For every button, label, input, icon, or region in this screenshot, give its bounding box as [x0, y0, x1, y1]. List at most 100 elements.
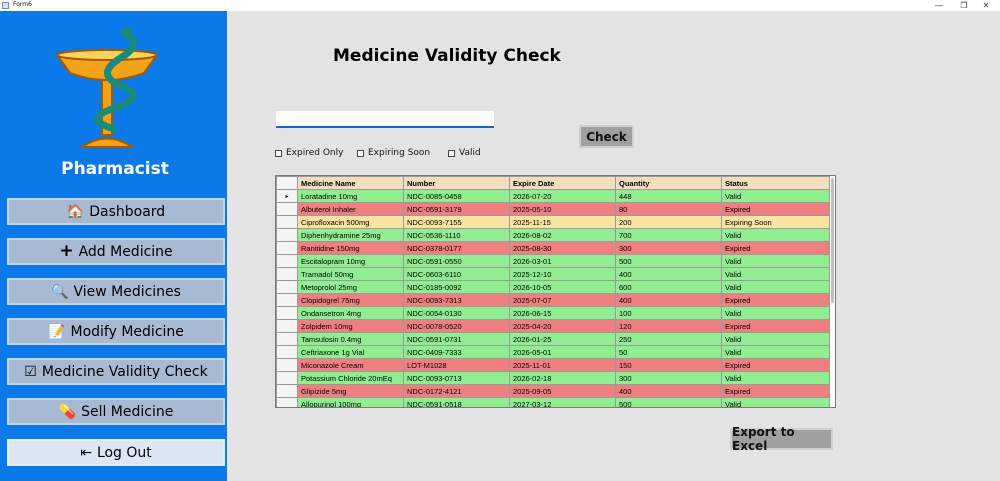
table-cell[interactable]: NDC-0093-7155: [403, 215, 510, 229]
nav-view-medicines-button[interactable]: 🔍 View Medicines: [7, 278, 225, 305]
table-cell[interactable]: Tamsulosin 0.4mg: [297, 332, 404, 346]
table-cell[interactable]: 150: [615, 358, 722, 372]
table-cell[interactable]: Tramadol 50mg: [297, 267, 404, 281]
search-input[interactable]: [276, 111, 494, 128]
table-cell[interactable]: 2026-06-15: [509, 306, 616, 320]
table-cell[interactable]: 2025-08-30: [509, 241, 616, 255]
table-cell[interactable]: NDC-0078-0520: [403, 319, 510, 333]
table-row[interactable]: ▸ Loratadine 10mg NDC-0085-0458 2026-07-20 4…: [276, 189, 830, 203]
table-cell[interactable]: 2026-10-05: [509, 280, 616, 294]
column-header[interactable]: Expire Date: [509, 176, 616, 190]
table-cell[interactable]: Diphenhydramine 25mg: [297, 228, 404, 242]
table-cell[interactable]: NDC-0603-6110: [403, 267, 510, 281]
table-cell[interactable]: 100: [615, 306, 722, 320]
table-row[interactable]: Albuterol Inhaler NDC-0591-3179 2025-05-10…: [276, 202, 830, 216]
table-row[interactable]: Clopidogrel 75mg NDC-0093-7313 2025-07-07 4…: [276, 293, 830, 307]
row-header[interactable]: [276, 332, 298, 346]
row-header[interactable]: [276, 371, 298, 385]
restore-icon[interactable]: ❐: [960, 1, 968, 10]
table-cell[interactable]: Expired: [721, 384, 830, 398]
table-cell[interactable]: 2025-12-10: [509, 267, 616, 281]
table-cell[interactable]: Expired: [721, 319, 830, 333]
nav-sell-medicine-button[interactable]: 💊 Sell Medicine: [7, 398, 225, 425]
table-cell[interactable]: Expiring Soon: [721, 215, 830, 229]
table-cell[interactable]: 50: [615, 345, 722, 359]
nav-modify-medicine-button[interactable]: 📝 Modify Medicine: [7, 318, 225, 345]
checkbox[interactable]: [275, 149, 282, 157]
column-header[interactable]: Number: [403, 176, 510, 190]
table-cell[interactable]: 2025-05-10: [509, 202, 616, 216]
table-cell[interactable]: Valid: [721, 228, 830, 242]
table-cell[interactable]: 2025-09-05: [509, 384, 616, 398]
table-scrollbar[interactable]: [831, 178, 834, 303]
row-header[interactable]: [276, 254, 298, 268]
row-header[interactable]: [276, 215, 298, 229]
table-cell[interactable]: Valid: [721, 397, 830, 407]
table-cell[interactable]: Valid: [721, 254, 830, 268]
row-header[interactable]: [276, 384, 298, 398]
table-cell[interactable]: NDC-0093-0713: [403, 371, 510, 385]
table-cell[interactable]: Valid: [721, 267, 830, 281]
row-header[interactable]: [276, 397, 298, 407]
table-row[interactable]: Miconazole Cream LOT-M1028 2025-11-01 150 Ex…: [276, 358, 830, 372]
row-header[interactable]: [276, 241, 298, 255]
table-row[interactable]: Ranitidine 150mg NDC-0378-0177 2025-08-30 3…: [276, 241, 830, 255]
table-cell[interactable]: Metoprolol 25mg: [297, 280, 404, 294]
table-cell[interactable]: 300: [615, 371, 722, 385]
table-cell[interactable]: 2026-02-18: [509, 371, 616, 385]
table-row[interactable]: Glipizide 5mg NDC-0172-4121 2025-09-05 400 E…: [276, 384, 830, 398]
table-cell[interactable]: 2025-04-20: [509, 319, 616, 333]
table-cell[interactable]: 2025-11-01: [509, 358, 616, 372]
table-cell[interactable]: 500: [615, 254, 722, 268]
table-cell[interactable]: Expired: [721, 293, 830, 307]
table-cell[interactable]: 448: [615, 189, 722, 203]
table-cell[interactable]: Zolpidem 10mg: [297, 319, 404, 333]
table-row[interactable]: Tramadol 50mg NDC-0603-6110 2025-12-10 400 V…: [276, 267, 830, 281]
minimize-icon[interactable]: —: [935, 1, 943, 10]
table-cell[interactable]: 80: [615, 202, 722, 216]
table-cell[interactable]: NDC-0054-0130: [403, 306, 510, 320]
column-header[interactable]: Status: [721, 176, 830, 190]
filter-expiring-soon[interactable]: Expiring Soon: [357, 148, 430, 158]
table-row[interactable]: Ceftriaxone 1g Vial NDC-0409-7333 2026-05-…: [276, 345, 830, 359]
row-header[interactable]: [276, 293, 298, 307]
column-header[interactable]: Medicine Name: [297, 176, 404, 190]
table-cell[interactable]: 2027-03-12: [509, 397, 616, 407]
table-cell[interactable]: Ranitidine 150mg: [297, 241, 404, 255]
table-cell[interactable]: LOT-M1028: [403, 358, 510, 372]
table-cell[interactable]: 600: [615, 280, 722, 294]
export-to-excel-button[interactable]: Export to Excel: [730, 425, 833, 453]
table-row[interactable]: Potassium Chloride 20mEq NDC-0093-0713 202…: [276, 371, 830, 385]
table-row[interactable]: Metoprolol 25mg NDC-0185-0092 2026-10-05 60…: [276, 280, 830, 294]
nav-dashboard-button[interactable]: 🏠 Dashboard: [7, 198, 225, 225]
table-cell[interactable]: Loratadine 10mg: [297, 189, 404, 203]
table-cell[interactable]: Valid: [721, 306, 830, 320]
table-cell[interactable]: Expired: [721, 358, 830, 372]
table-cell[interactable]: Expired: [721, 202, 830, 216]
table-cell[interactable]: Miconazole Cream: [297, 358, 404, 372]
check-button[interactable]: Check: [579, 125, 634, 148]
table-cell[interactable]: 2026-01-25: [509, 332, 616, 346]
close-icon[interactable]: ✕: [982, 1, 990, 10]
row-header[interactable]: [276, 306, 298, 320]
table-cell[interactable]: 2026-07-20: [509, 189, 616, 203]
table-cell[interactable]: NDC-0536-1110: [403, 228, 510, 242]
nav-medicine-validity-check-button[interactable]: ☑ Medicine Validity Check: [7, 358, 225, 385]
column-header[interactable]: Quantity: [615, 176, 722, 190]
table-cell[interactable]: Expired: [721, 241, 830, 255]
table-cell[interactable]: 400: [615, 384, 722, 398]
table-cell[interactable]: Clopidogrel 75mg: [297, 293, 404, 307]
table-cell[interactable]: 200: [615, 215, 722, 229]
row-header[interactable]: [276, 358, 298, 372]
table-row[interactable]: Tamsulosin 0.4mg NDC-0591-0731 2026-01-25 2…: [276, 332, 830, 346]
table-cell[interactable]: Valid: [721, 189, 830, 203]
table-row[interactable]: Ondansetron 4mg NDC-0054-0130 2026-06-15 10…: [276, 306, 830, 320]
table-cell[interactable]: NDC-0591-3179: [403, 202, 510, 216]
table-cell[interactable]: 250: [615, 332, 722, 346]
table-cell[interactable]: NDC-0409-7333: [403, 345, 510, 359]
table-cell[interactable]: Allopurinol 100mg: [297, 397, 404, 407]
row-header[interactable]: [276, 345, 298, 359]
checkbox[interactable]: [357, 149, 364, 157]
table-cell[interactable]: Valid: [721, 332, 830, 346]
table-cell[interactable]: 400: [615, 293, 722, 307]
